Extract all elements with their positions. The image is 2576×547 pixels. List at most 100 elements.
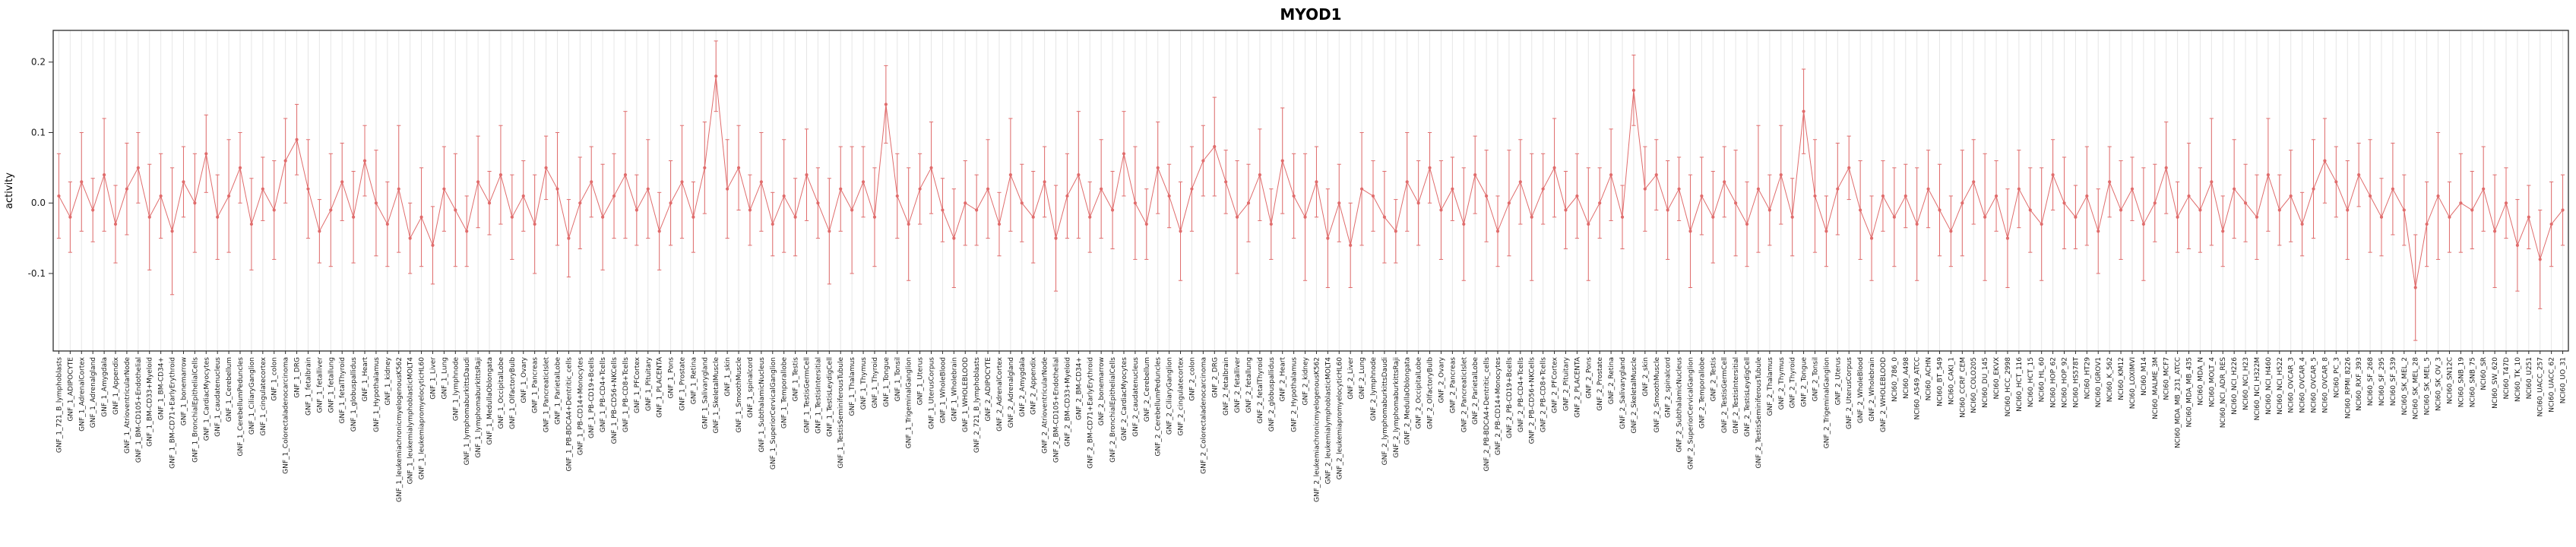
x-tick-label: NCI60_HCT_15: [2027, 357, 2035, 407]
data-point: [1915, 222, 1919, 226]
data-point: [318, 229, 321, 233]
data-point: [204, 152, 208, 156]
x-tick-label: GNF_1_721_B_lymphoblasts: [55, 357, 63, 453]
x-tick-label: GNF_1_Adrenalgland: [90, 357, 97, 428]
data-point: [1587, 222, 1590, 226]
data-point: [1179, 229, 1182, 233]
x-tick-label: GNF_1_BM-CD71+EarlyErythroid: [169, 357, 177, 469]
x-tick-label: NCI60_RPMI_8226: [2344, 357, 2352, 419]
x-tick-label: GNF_1_cingulatecortex: [260, 356, 267, 435]
x-tick-label: GNF_2_Appendix: [1030, 356, 1038, 415]
x-tick-label: NCI60_786_0: [1891, 357, 1899, 402]
data-point: [408, 236, 412, 240]
data-point: [1349, 243, 1353, 247]
x-tick-label: NCI60_COLO205: [1970, 357, 1978, 413]
x-tick-label: GNF_1_WHOLEBLOOD: [962, 357, 970, 432]
data-point: [2108, 180, 2112, 184]
x-tick-label: GNF_2_BM-CD34+: [1075, 357, 1083, 420]
data-point: [1292, 194, 1296, 198]
x-tick-label: NCI60_OVCAR_8: [2321, 357, 2329, 413]
data-point: [1473, 173, 1477, 177]
data-point: [680, 180, 684, 184]
x-tick-label: GNF_1_SkeletalMuscle: [713, 357, 720, 434]
x-tick-label: GNF_1_PB-CD4+Tcells: [600, 357, 607, 432]
x-tick-label: GNF_2_PFCortex: [1552, 356, 1559, 413]
x-tick-label: GNF_1_AdrenalCortex: [78, 356, 86, 431]
data-point: [2402, 208, 2406, 212]
x-tick-label: GNF_2_PB-CD4+Tcells: [1517, 357, 1525, 432]
x-tick-label: GNF_2_CardiacMyocytes: [1121, 357, 1128, 441]
data-point: [1088, 215, 1092, 219]
data-point: [2040, 222, 2043, 226]
data-point: [2233, 187, 2236, 191]
x-tick-label: GNF_2_Testis: [1710, 357, 1717, 402]
x-tick-label: GNF_1_MedullaOblongata: [486, 357, 494, 445]
data-point: [1518, 180, 1522, 184]
data-point: [102, 173, 106, 177]
x-tick-label: NCI60_SNB_75: [2469, 357, 2476, 407]
x-tick-label: GNF_1_Ovary: [521, 356, 528, 403]
x-tick-label: GNF_2_leukemiachronicmyelogenousK562: [1313, 357, 1321, 502]
x-tick-label: GNF_2_fetallung: [1245, 357, 1253, 413]
data-point: [306, 187, 310, 191]
x-tick-label: NCI60_BT_549: [1937, 357, 1945, 406]
data-point: [1077, 173, 1081, 177]
data-point: [2357, 173, 2361, 177]
x-tick-label: GNF_2_CiliaryGanglion: [1166, 357, 1174, 435]
x-tick-label: GNF_2_TestisSeminiferousTubule: [1755, 357, 1763, 469]
x-tick-label: GNF_2_Pancreas: [1449, 357, 1457, 413]
data-point: [1371, 194, 1375, 198]
data-point: [2346, 208, 2350, 212]
x-tick-label: GNF_2_TestisLeydigCell: [1744, 357, 1752, 437]
data-point: [1008, 173, 1012, 177]
x-tick-label: GNF_1_kidney: [385, 356, 392, 405]
data-point: [2051, 173, 2055, 177]
x-tick-label: GNF_2_TrigeminalGanglion: [1823, 357, 1831, 448]
data-point: [1734, 201, 1738, 205]
x-tick-label: GNF_2_WHOLEBLOOD: [1880, 357, 1888, 432]
x-tick-label: NCI60_NCI_H460: [2265, 357, 2273, 415]
data-point: [476, 180, 480, 184]
data-point: [1269, 222, 1273, 226]
x-tick-label: GNF_2_Uterus: [1834, 357, 1842, 406]
x-tick-label: GNF_1_PB-CD8+Tcells: [622, 357, 630, 432]
data-point: [1280, 159, 1284, 163]
data-point: [1156, 166, 1160, 169]
data-point: [1235, 215, 1239, 219]
x-tick-label: GNF_2_leukemiapromyelocyticHL60: [1336, 357, 1343, 480]
data-point: [884, 103, 888, 106]
data-point: [2561, 208, 2565, 212]
y-axis-label: activity: [4, 172, 15, 209]
x-tick-label: GNF_1_OlfactoryBulb: [509, 357, 517, 429]
x-tick-label: NCI60_CCRF_CEM: [1959, 357, 1967, 418]
x-tick-label: NCI60_CAKI_1: [1948, 357, 1955, 405]
x-tick-label: GNF_2_MedullaOblongata: [1404, 357, 1412, 445]
data-point: [578, 201, 582, 205]
x-tick-label: GNF_1_fetalbrain: [305, 357, 312, 416]
x-tick-label: GNF_2_fetalliver: [1234, 357, 1242, 413]
data-point: [1416, 201, 1420, 205]
data-point: [1541, 187, 1545, 191]
data-point: [2119, 208, 2123, 212]
data-point: [510, 215, 514, 219]
x-tick-label: GNF_2_cingulatecortex: [1178, 356, 1185, 435]
data-point: [272, 208, 276, 212]
data-point: [170, 229, 174, 233]
x-tick-label: GNF_2_Hypothalamus: [1291, 357, 1299, 432]
x-tick-label: GNF_2_colon: [1188, 357, 1196, 401]
data-point: [1609, 173, 1613, 177]
x-tick-label: NCI60_SK_OV_3: [2435, 357, 2443, 411]
x-tick-label: GNF_1_BronchialEpithelialCells: [191, 357, 199, 463]
data-point: [929, 166, 933, 169]
data-point: [2300, 222, 2304, 226]
data-point: [555, 187, 559, 191]
data-point: [1847, 166, 1851, 169]
x-tick-label: GNF_1_colon: [271, 357, 279, 401]
data-point: [703, 166, 707, 169]
x-tick-label: GNF_2_UterusCorpus: [1846, 357, 1853, 429]
data-point: [544, 166, 548, 169]
x-tick-label: NCI60_T47D: [2503, 357, 2511, 400]
x-tick-label: GNF_2_BM-CD71+EarlyErythroid: [1087, 357, 1094, 469]
data-point: [487, 201, 492, 205]
